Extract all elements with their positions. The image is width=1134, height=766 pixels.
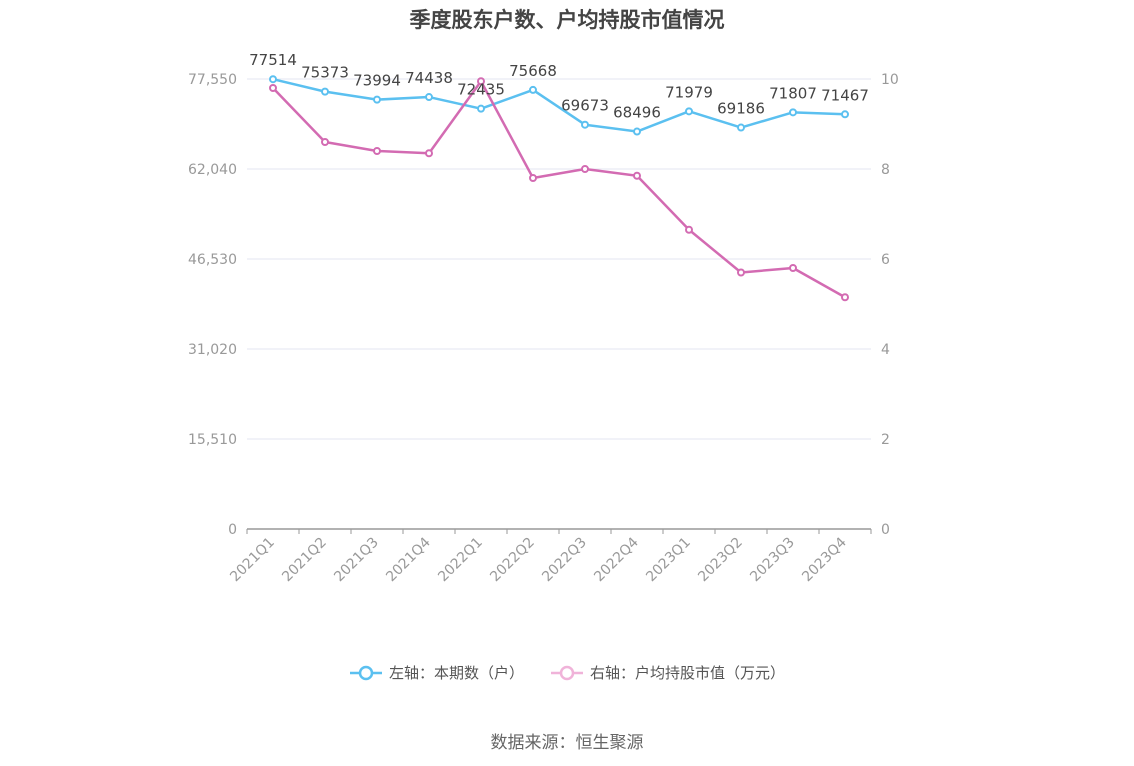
- x-tick-label: 2022Q1: [435, 535, 486, 586]
- y-right-tick-label: 10: [881, 72, 899, 88]
- y-right-tick-label: 2: [881, 432, 890, 448]
- y-right-tick-label: 8: [881, 162, 890, 178]
- y-left-tick-label: 31,020: [188, 342, 237, 358]
- data-point-right: [321, 138, 329, 146]
- legend-line-marker-icon: [551, 665, 583, 680]
- data-point-left: [477, 104, 485, 113]
- y-left-tick-label: 0: [228, 522, 237, 538]
- series: [269, 75, 849, 302]
- x-tick-label: 2021Q1: [227, 535, 278, 586]
- data-point-right: [737, 268, 745, 277]
- data-point-left: [737, 123, 745, 132]
- source-note: 数据来源：恒生聚源: [490, 733, 644, 753]
- y-left-tick-label: 77,550: [188, 72, 237, 88]
- data-point-left: [789, 108, 797, 117]
- legend-label-left: 左轴：本期数（户）: [388, 664, 524, 682]
- x-tick-label: 2021Q4: [383, 534, 434, 585]
- x-tick-label: 2023Q4: [799, 534, 850, 585]
- data-point-left: [633, 127, 641, 136]
- chart-title: 季度股东户数、户均持股市值情况: [409, 8, 725, 32]
- legend-item-left-series[interactable]: 左轴：本期数（户）: [349, 662, 524, 683]
- data-point-right: [581, 165, 589, 173]
- data-point-left: [373, 95, 381, 104]
- legend-line-marker-icon: [349, 665, 382, 680]
- data-point-left: [581, 120, 589, 129]
- data-point-left: [529, 85, 537, 94]
- y-left-tick-label: 46,530: [188, 252, 237, 268]
- data-point-right: [425, 149, 433, 158]
- data-label: 68496: [613, 104, 661, 122]
- x-tick-label: 2023Q2: [695, 535, 746, 586]
- legend-item-right-series[interactable]: 右轴：户均持股市值（万元）: [550, 662, 785, 683]
- y-right-tick-label: 4: [881, 342, 890, 358]
- data-label: 77514: [249, 51, 297, 69]
- data-point-right: [477, 77, 485, 86]
- data-label: 69673: [561, 97, 609, 115]
- y-right-tick-label: 6: [881, 252, 890, 268]
- x-tick-label: 2023Q3: [747, 535, 798, 586]
- data-point-left: [425, 93, 433, 102]
- y-left-tick-label: 15,510: [188, 432, 237, 448]
- data-point-right: [841, 293, 849, 302]
- data-label: 71467: [821, 86, 869, 104]
- data-point-left: [685, 107, 693, 116]
- data-point-left: [269, 75, 277, 84]
- data-label: 75668: [509, 62, 557, 80]
- data-label: 71979: [665, 83, 713, 101]
- data-label: 69186: [717, 100, 765, 118]
- data-point-right: [789, 264, 797, 272]
- data-point-right: [685, 225, 693, 234]
- data-point-right: [529, 174, 537, 182]
- data-point-right: [269, 84, 277, 92]
- data-label: 73994: [353, 72, 401, 90]
- x-tick-label: 2023Q1: [643, 535, 694, 586]
- data-point-left: [321, 87, 329, 96]
- data-label: 72435: [457, 81, 505, 99]
- series-line-left: [272, 77, 846, 133]
- y-left-tick-label: 62,040: [188, 162, 237, 178]
- data-point-left: [841, 110, 849, 119]
- x-tick-label: 2021Q2: [279, 535, 330, 586]
- x-tick-label: 2022Q4: [591, 534, 642, 585]
- y-right-tick-label: 0: [881, 522, 890, 538]
- x-tick-label: 2021Q3: [331, 535, 382, 586]
- legend-label-right: 右轴：户均持股市值（万元）: [590, 664, 786, 682]
- data-point-right: [633, 171, 641, 180]
- legend: 左轴：本期数（户） 右轴：户均持股市值（万元）: [0, 662, 1134, 683]
- axes: 0 0 15,510 2 31,020 4 46,530 6 62,040 8 77,550 10 20…: [188, 72, 899, 585]
- x-tick-label: 2022Q2: [487, 535, 538, 586]
- data-label: 74438: [405, 69, 453, 87]
- data-label: 71807: [769, 84, 817, 102]
- data-point-right: [373, 147, 381, 155]
- grid-lines: [247, 78, 871, 440]
- series-line-right: [272, 80, 846, 299]
- x-tick-label: 2022Q3: [539, 535, 590, 586]
- data-label: 75373: [301, 64, 349, 82]
